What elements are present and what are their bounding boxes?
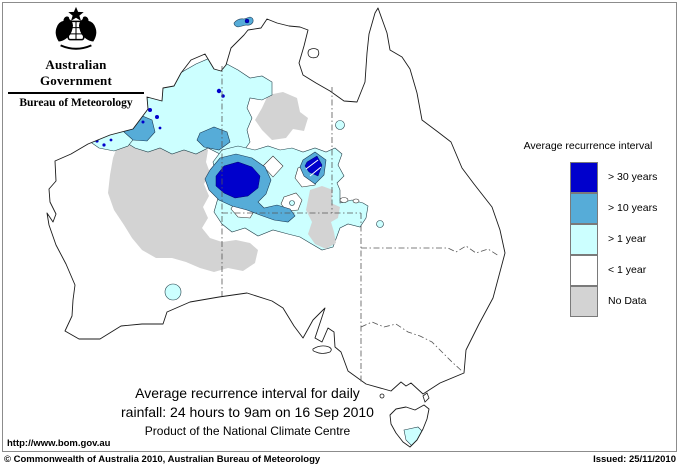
bom-logo-block: Australian Government Bureau of Meteorol… [6,5,146,109]
issued-date: Issued: 25/11/2010 [593,454,676,465]
tasmania-coastline [389,404,430,448]
region-no-data-west-desert [108,128,258,272]
legend-swatch-gt1 [570,224,598,255]
region-no-data-east-central [306,186,340,249]
hatching-lines [305,159,322,177]
region-gt30yr-northeast-streak [304,155,323,177]
region-gt1yr-sw-australia-dot [164,283,182,301]
bureau-of-meteorology-title: Bureau of Meteorology [19,97,133,109]
king-island [379,393,385,399]
region-gt30yr-central-blob [215,161,261,199]
caption-line-1: Average recurrence interval for daily [135,385,360,401]
flinders-island [422,392,430,403]
kangaroo-island [312,345,332,354]
caption-line-2: rainfall: 24 hours to 9am on 16 Sep 2010 [121,404,374,420]
legend: > 30 years > 10 years > 1 year < 1 year … [570,162,657,317]
legend-label: No Data [608,295,647,307]
region-lt1yr-hole-1 [262,155,284,178]
copyright-text: © Commonwealth of Australia 2010, Austra… [4,454,321,465]
australian-government-title: Australian Government [8,57,144,94]
region-no-data-north-central [255,92,308,140]
legend-swatch-gt30 [570,162,598,193]
australia-rainfall-map [46,7,506,448]
region-gt1yr-west-qld-dot [376,220,384,228]
tiwi-dark-spot [244,18,250,24]
bom-url: http://www.bom.gov.au [7,438,111,449]
legend-title: Average recurrence interval [523,140,653,152]
footer-bar: © Commonwealth of Australia 2010, Austra… [0,454,680,467]
legend-swatch-gt10 [570,193,598,224]
legend-item: > 1 year [570,224,646,255]
legend-item: < 1 year [570,255,646,286]
state-borders [221,66,500,384]
map-frame [2,2,677,452]
caption-line-3: Product of the National Climate Centre [144,424,351,438]
legend-item: No Data [570,286,647,317]
region-gt1yr-nw-queensland-dot [335,120,345,130]
coat-of-arms-icon [55,6,97,50]
groote-eylandt [307,48,320,59]
legend-label: < 1 year [608,264,647,276]
legend-item: > 30 years [570,162,657,193]
legend-swatch-nodata [570,286,598,317]
legend-item: > 10 years [570,193,657,224]
lake-outline-2 [352,198,360,204]
legend-label: > 30 years [608,171,658,183]
legend-swatch-lt1 [570,255,598,286]
lake-outline-1 [339,197,349,203]
mainland-coastline [46,7,506,395]
region-gt1yr-dot-in-hole [289,200,295,206]
legend-label: > 10 years [608,202,658,214]
tiwi-islands [233,16,254,28]
legend-label: > 1 year [608,233,647,245]
map-caption: Average recurrence interval for daily ra… [95,384,400,438]
